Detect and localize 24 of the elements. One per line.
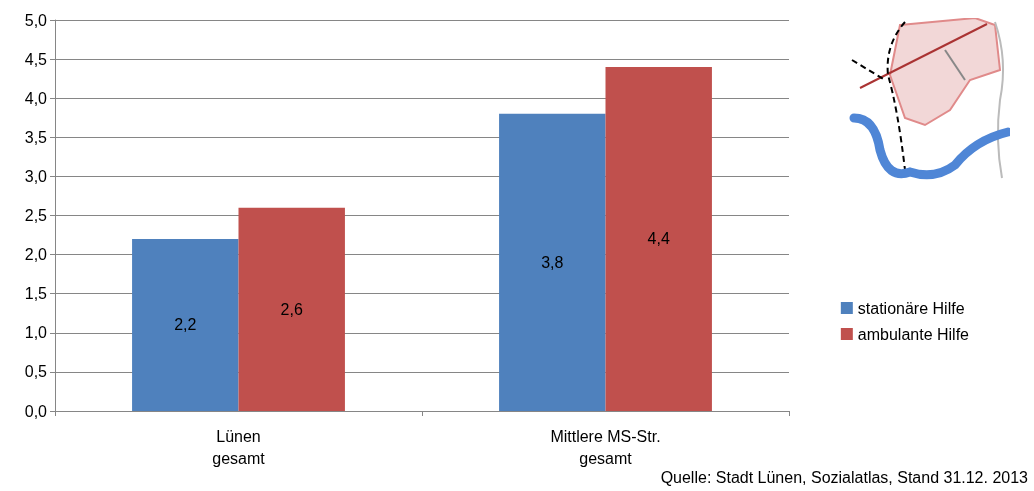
data-label: 2,2 bbox=[174, 316, 197, 334]
y-tick-label: 3,0 bbox=[24, 167, 48, 185]
x-tick-label: Mittlere MS-Str. gesamt bbox=[550, 427, 661, 467]
y-tick-label: 2,0 bbox=[24, 246, 48, 264]
bar bbox=[605, 66, 712, 411]
y-tick-label: 3,5 bbox=[24, 128, 48, 146]
y-tick-label: 5,0 bbox=[24, 11, 48, 29]
bar bbox=[238, 207, 345, 411]
x-tick-label: Lünen gesamt bbox=[212, 427, 266, 467]
y-tick-label: 4,5 bbox=[24, 50, 48, 68]
bar bbox=[132, 238, 239, 411]
y-tick-label: 0,5 bbox=[24, 363, 48, 381]
source-note: Quelle: Stadt Lünen, Sozialatlas, Stand 31.12. 2013 bbox=[660, 468, 1029, 486]
y-tick-label: 2,5 bbox=[24, 207, 48, 224]
data-label: 2,6 bbox=[280, 300, 303, 318]
y-tick-label: 4,0 bbox=[24, 89, 48, 107]
y-tick-label: 1,5 bbox=[24, 285, 48, 303]
y-tick-label: 0,0 bbox=[24, 402, 48, 420]
legend-label: stationäre Hilfe bbox=[857, 299, 965, 317]
bar bbox=[499, 113, 606, 411]
data-label: 4,4 bbox=[647, 230, 670, 248]
data-label: 3,8 bbox=[541, 253, 564, 271]
y-tick-label: 1,0 bbox=[24, 324, 48, 342]
legend-label: ambulante Hilfe bbox=[857, 325, 970, 343]
